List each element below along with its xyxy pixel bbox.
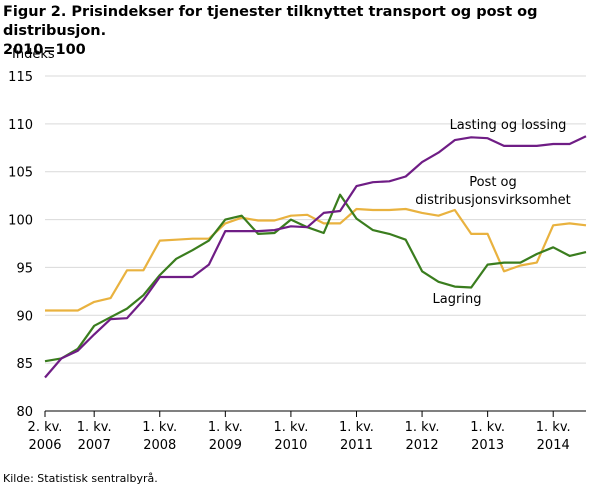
series-annotations: Lasting og lossing Post og distribusjonsvi… bbox=[415, 118, 570, 307]
y-tick-label: 85 bbox=[16, 357, 33, 372]
x-tick-year: 2009 bbox=[209, 438, 242, 453]
y-tick-label: 80 bbox=[16, 405, 33, 420]
x-tick-label: 1. kv. bbox=[208, 420, 243, 435]
x-tick-year: 2007 bbox=[78, 438, 111, 453]
annotation-label: Post og bbox=[469, 175, 517, 190]
x-tick-label: 1. kv. bbox=[536, 420, 571, 435]
chart-title-line1: Figur 2. Prisindekser for tjenester tilk… bbox=[3, 4, 538, 39]
y-tick-label: 90 bbox=[16, 309, 33, 324]
y-tick-label: 95 bbox=[16, 261, 33, 276]
source-note: Kilde: Statistisk sentralbyrå. bbox=[3, 472, 158, 485]
y-tick-label: 100 bbox=[8, 214, 33, 229]
x-tick-label: 2. kv. bbox=[28, 420, 63, 435]
x-tick-year: 2008 bbox=[143, 438, 176, 453]
x-tick-label: 1. kv. bbox=[339, 420, 374, 435]
x-tick-label: 1. kv. bbox=[273, 420, 308, 435]
x-tick-year: 2010 bbox=[274, 438, 307, 453]
y-tick-label: 105 bbox=[8, 166, 33, 181]
x-tick-label: 1. kv. bbox=[142, 420, 177, 435]
x-tick-year: 2006 bbox=[28, 438, 61, 453]
x-tick-labels: 2. kv. 2006 1. kv. 2007 1. kv. 2008 1. kv. 2009… bbox=[28, 420, 571, 453]
y-axis-label: Indeks bbox=[12, 47, 55, 62]
series-line-post-og-distribusjonsvirksomhet bbox=[45, 207, 587, 312]
series-lines bbox=[44, 135, 587, 379]
y-tick-labels: 80 85 90 95 100 105 110 115 bbox=[8, 70, 33, 420]
y-tick-label: 115 bbox=[8, 70, 33, 85]
x-tick-year: 2014 bbox=[537, 438, 570, 453]
series-line-lagring bbox=[44, 193, 587, 363]
x-tick-label: 1. kv. bbox=[470, 420, 505, 435]
series-line-lasting-og-lossing bbox=[44, 135, 587, 379]
annotation-label: Lagring bbox=[433, 292, 482, 307]
chart-title-line2: 2010=100 bbox=[3, 42, 86, 58]
y-tick-label: 110 bbox=[8, 118, 33, 133]
x-tick-year: 2012 bbox=[406, 438, 439, 453]
x-tick-year: 2013 bbox=[471, 438, 504, 453]
annotation-label: Lasting og lossing bbox=[450, 118, 567, 133]
x-tick-label: 1. kv. bbox=[405, 420, 440, 435]
x-axis bbox=[44, 410, 586, 417]
x-tick-label: 1. kv. bbox=[77, 420, 112, 435]
x-tick-year: 2011 bbox=[340, 438, 373, 453]
annotation-label: distribusjonsvirksomhet bbox=[415, 193, 570, 208]
chart-title: Figur 2. Prisindekser for tjenester tilk… bbox=[3, 3, 603, 60]
